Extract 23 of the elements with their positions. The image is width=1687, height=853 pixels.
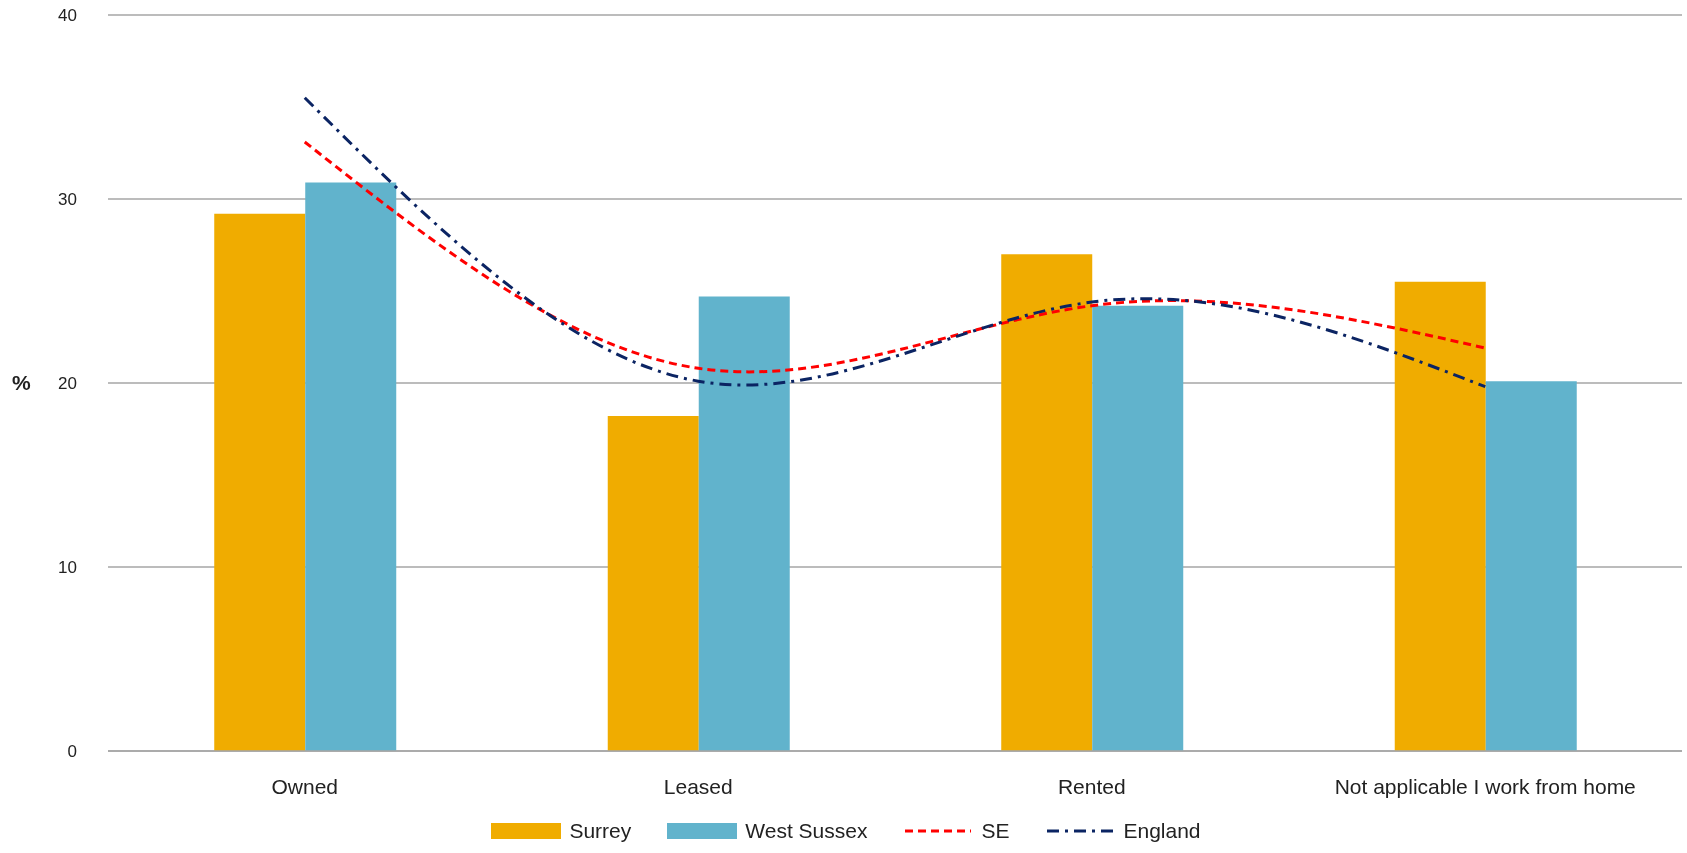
bar: [607, 416, 699, 751]
y-tick-label: 20: [58, 374, 77, 394]
bar: [214, 213, 306, 751]
bar: [1001, 254, 1093, 751]
bar: [698, 296, 790, 751]
y-axis-title: %: [12, 371, 31, 395]
legend-label: West Sussex: [745, 819, 868, 843]
x-tick-label: Not applicable I work from home: [1334, 774, 1636, 798]
legend-label: England: [1123, 819, 1201, 843]
bar: [1394, 281, 1486, 751]
y-tick-label: 0: [67, 742, 77, 762]
line-series: [303, 96, 1487, 389]
x-tick-label: Leased: [663, 774, 733, 798]
y-tick-label: 30: [58, 190, 77, 210]
x-tick-label: Owned: [271, 774, 339, 798]
bar: [1485, 381, 1577, 751]
bar: [305, 182, 397, 751]
bar: [1092, 305, 1184, 751]
y-tick-label: 40: [58, 6, 77, 26]
legend-label: Surrey: [569, 819, 632, 843]
y-tick-label: 10: [58, 558, 77, 578]
legend-label: SE: [981, 819, 1010, 843]
x-tick-label: Rented: [1057, 774, 1126, 798]
